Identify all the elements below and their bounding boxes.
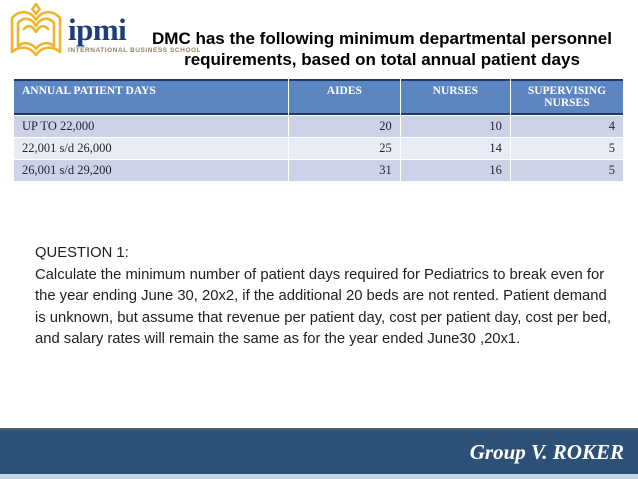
cell-nurses: 16 <box>400 160 510 181</box>
column-header-annual-patient-days: ANNUAL PATIENT DAYS <box>14 79 288 115</box>
cell-nurses: 14 <box>400 138 510 159</box>
column-header-supervising-nurses: SUPERVISING NURSES <box>510 79 623 115</box>
column-header-nurses: NURSES <box>400 79 510 115</box>
question-line-3: is unknown, but assume that revenue per … <box>35 309 612 326</box>
table-row: 22,001 s/d 26,000 25 14 5 <box>14 138 623 159</box>
personnel-requirements-table: ANNUAL PATIENT DAYS AIDES NURSES SUPERVI… <box>13 78 624 182</box>
footer-bar: Group V. ROKER <box>0 428 638 474</box>
question-line-1: Calculate the minimum number of patient … <box>35 266 605 283</box>
cell-aides: 31 <box>288 160 400 181</box>
cell-supervising-nurses: 5 <box>510 138 623 159</box>
footer-accent-strip <box>0 474 638 479</box>
cell-supervising-nurses: 4 <box>510 116 623 137</box>
slide-title-line2: requirements, based on total annual pati… <box>184 50 580 69</box>
slide-title: DMC has the following minimum department… <box>132 28 632 70</box>
slide-title-line1: DMC has the following minimum department… <box>152 29 612 48</box>
table-header-row: ANNUAL PATIENT DAYS AIDES NURSES SUPERVI… <box>14 79 623 115</box>
question-line-2: the year ending June 30, 20x2, if the ad… <box>35 288 607 304</box>
question-line-4: and salary rates will remain the same as… <box>35 331 521 347</box>
cell-annual-patient-days: 22,001 s/d 26,000 <box>14 138 288 159</box>
column-header-aides: AIDES <box>288 79 400 115</box>
cell-aides: 25 <box>288 138 400 159</box>
ipmi-logo: ipmi INTERNATIONAL BUSINESS SCHOOL <box>10 2 202 65</box>
question-block: QUESTION 1: Calculate the minimum number… <box>35 243 635 351</box>
cell-nurses: 10 <box>400 116 510 137</box>
question-label: QUESTION 1: <box>35 245 129 261</box>
cell-supervising-nurses: 5 <box>510 160 623 181</box>
table-row: UP TO 22,000 20 10 4 <box>14 116 623 137</box>
table-row: 26,001 s/d 29,200 31 16 5 <box>14 160 623 181</box>
group-credit: Group V. ROKER <box>469 439 624 464</box>
cell-aides: 20 <box>288 116 400 137</box>
cell-annual-patient-days: 26,001 s/d 29,200 <box>14 160 288 181</box>
open-book-icon <box>10 2 62 65</box>
cell-annual-patient-days: UP TO 22,000 <box>14 116 288 137</box>
brand-subtitle: INTERNATIONAL BUSINESS SCHOOL <box>68 47 202 54</box>
logo-text: ipmi INTERNATIONAL BUSINESS SCHOOL <box>68 12 202 54</box>
brand-name: ipmi <box>68 12 127 47</box>
